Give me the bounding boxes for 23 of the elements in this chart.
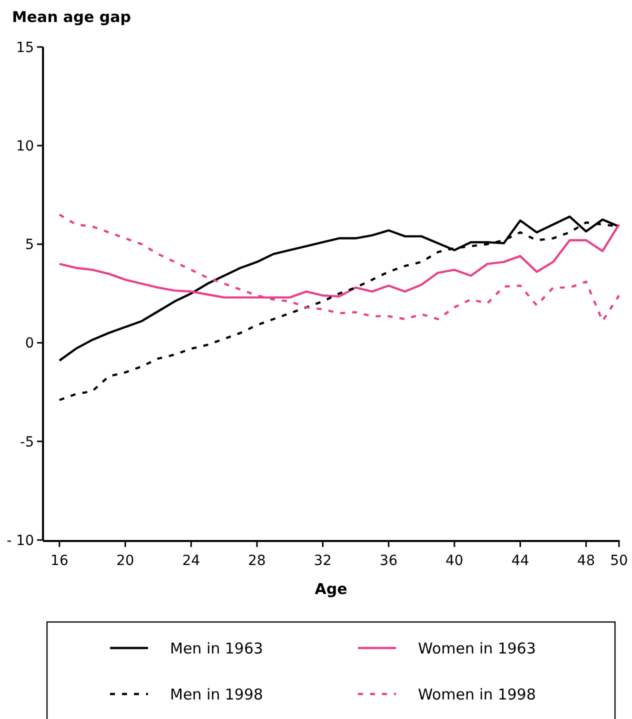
y-tick-label: 10 (16, 138, 34, 154)
y-tick-label: 0 (25, 336, 34, 352)
x-tick-label: 28 (248, 553, 266, 569)
x-tick-label: 36 (380, 553, 398, 569)
y-tick-label: 5 (25, 237, 34, 254)
x-tick-label: 16 (50, 553, 68, 569)
x-tick-label: 20 (116, 553, 134, 569)
legend-label: Men in 1963 (170, 639, 264, 658)
legend-label: Men in 1998 (170, 685, 264, 704)
y-tick-label: -5 (20, 434, 34, 450)
y-axis-title: Mean age gap (12, 8, 132, 26)
x-tick-label: 32 (314, 553, 332, 569)
y-tick-label: 15 (16, 40, 34, 56)
line-series (58, 214, 620, 322)
legend-label: Women in 1998 (418, 685, 536, 704)
x-tick-label: 50 (610, 553, 628, 569)
x-tick-label: 24 (182, 553, 200, 569)
x-tick-label: 44 (511, 553, 530, 569)
x-tick-label: 48 (577, 553, 595, 569)
x-axis-title: Age (314, 580, 348, 598)
legend-label: Women in 1963 (418, 639, 536, 658)
x-tick-label: 40 (446, 553, 464, 569)
y-tick-label: - 10 (6, 532, 34, 549)
